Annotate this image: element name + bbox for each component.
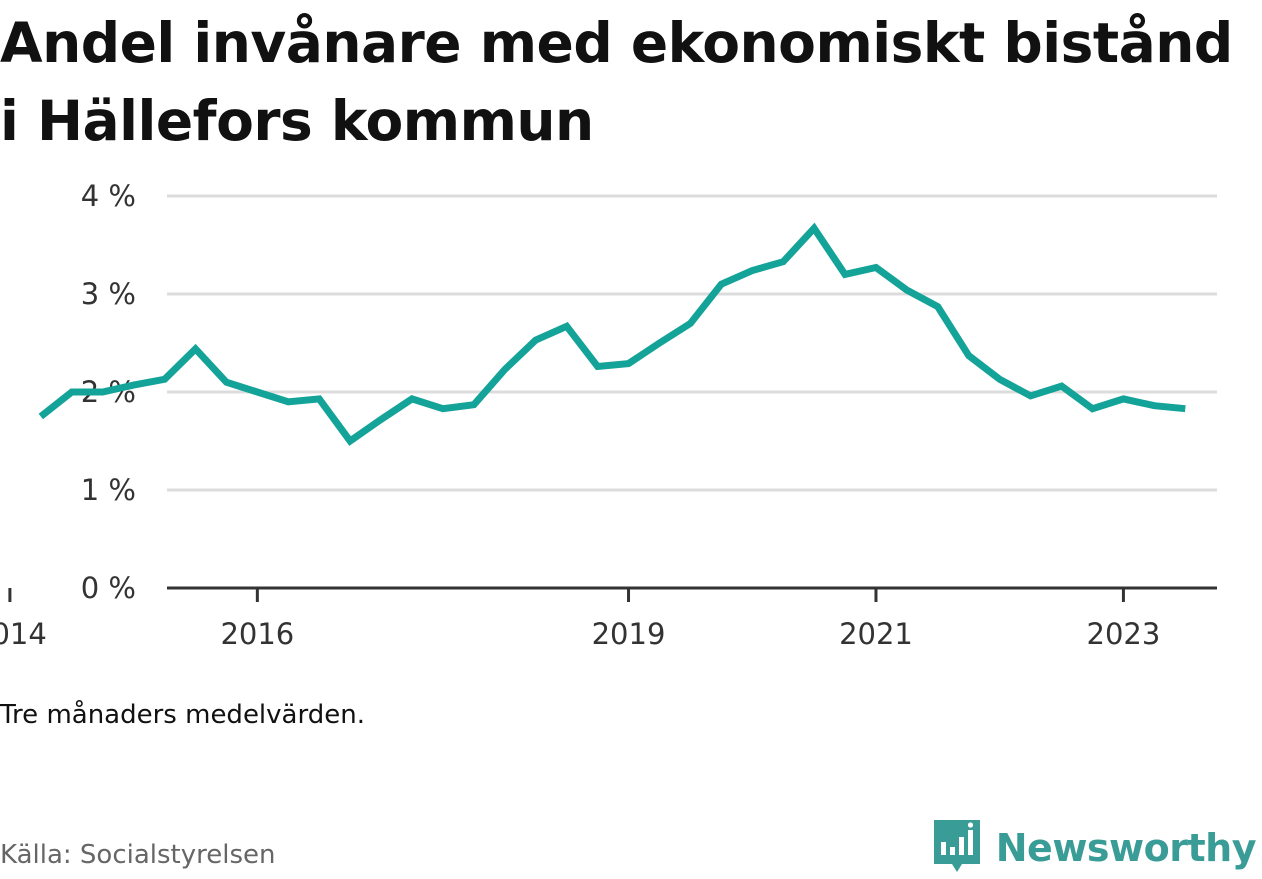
data-series (38, 222, 1186, 446)
gridlines (167, 194, 1217, 492)
x-tick-label: 2023 (1087, 617, 1161, 651)
x-tick-label: 2016 (220, 617, 294, 651)
y-tick-labels: 0 %1 %2 %3 %4 % (81, 179, 136, 605)
x-tick-label: 2021 (839, 617, 913, 651)
y-tick-label: 1 % (81, 473, 136, 507)
x-tick-label: 2014 (0, 617, 47, 651)
series-line (38, 222, 1186, 446)
chart-note: Tre månaders medelvärden. (0, 700, 365, 730)
y-tick-label: 3 % (81, 277, 136, 311)
brand-logo: Newsworthy (932, 818, 1257, 878)
x-axis (8, 586, 1217, 602)
x-tick-labels: 2014 2016 2019 2021 2023 (0, 617, 1160, 651)
brand-name: Newsworthy (995, 826, 1257, 870)
y-tick-label: 4 % (81, 179, 136, 213)
line-chart: 0 %1 %2 %3 %4 % 20142016201920212023 (0, 179, 1217, 651)
source-credit: Källa: Socialstyrelsen (0, 840, 276, 870)
chart-title: Andel invånare med ekonomiskt bistånd i … (0, 11, 1233, 153)
y-tick-label: 0 % (81, 571, 136, 605)
bar-chart-speech-bubble-icon (932, 818, 982, 878)
x-tick-label: 2019 (592, 617, 666, 651)
